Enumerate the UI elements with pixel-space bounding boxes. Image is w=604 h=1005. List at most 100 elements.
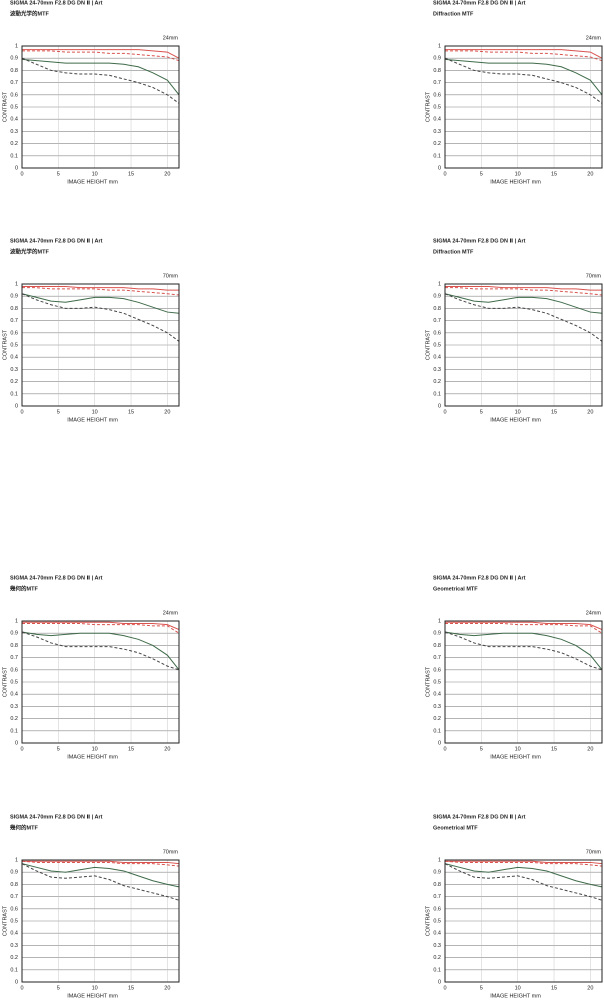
mtf-line (21, 293, 180, 314)
y-axis-label: CONTRAST (2, 666, 8, 697)
y-tick-label: 1 (438, 618, 441, 624)
chart-subtitle: 波動光学的MTF (10, 247, 49, 255)
focal-length: 70mm (163, 273, 179, 279)
x-tick-label: 20 (587, 985, 593, 991)
y-tick-label: 0.7 (433, 655, 441, 661)
focal-length: 24mm (163, 610, 179, 616)
y-tick-label: 0.9 (10, 56, 18, 62)
x-tick-label: 20 (587, 409, 593, 415)
y-tick-label: 0 (15, 979, 18, 985)
chart-title: SIGMA 24-70mm F2.8 DG DN Ⅱ | Art (10, 575, 103, 581)
y-axis-label: CONTRAST (425, 329, 431, 360)
x-tick-label: 15 (128, 409, 134, 415)
y-tick-label: 0.8 (10, 306, 18, 312)
y-tick-label: 0.4 (10, 117, 18, 123)
x-tick-label: 10 (92, 746, 98, 752)
chart-subtitle: Geometrical MTF (433, 586, 478, 592)
y-tick-label: 0.8 (10, 68, 18, 74)
y-axis-label: CONTRAST (2, 91, 8, 122)
mtf-line (21, 863, 180, 888)
y-axis-label: CONTRAST (2, 329, 8, 360)
x-tick-label: 20 (587, 171, 593, 177)
y-tick-label: 0.4 (10, 931, 18, 937)
mtf-line (444, 860, 603, 867)
y-tick-label: 0.8 (10, 882, 18, 888)
mtf-line (22, 285, 179, 291)
mtf-line (22, 50, 180, 62)
x-tick-label: 0 (20, 409, 23, 415)
y-tick-label: 0.7 (433, 318, 441, 324)
mtf-line (21, 631, 180, 671)
y-tick-label: 0.2 (10, 379, 18, 385)
y-tick-label: 0.2 (433, 716, 441, 722)
y-axis-label: CONTRAST (425, 666, 431, 697)
x-tick-label: 0 (20, 746, 23, 752)
y-tick-label: 0.8 (433, 68, 441, 74)
chart-title: SIGMA 24-70mm F2.8 DG DN Ⅱ | Art (433, 575, 526, 581)
y-tick-label: 0 (15, 403, 18, 409)
mtf-line (445, 860, 603, 865)
y-tick-label: 0.5 (10, 918, 18, 924)
chart-subtitle: 幾何的MTF (10, 584, 38, 592)
plot-frame (21, 283, 180, 407)
mtf-line (22, 49, 180, 59)
y-tick-label: 0.6 (433, 667, 441, 673)
x-tick-label: 15 (551, 409, 557, 415)
x-tick-label: 0 (20, 171, 23, 177)
mtf-line (21, 58, 180, 96)
y-tick-label: 1 (438, 43, 441, 49)
y-tick-label: 0.6 (433, 906, 441, 912)
mtf-line (21, 57, 180, 104)
chart-title: SIGMA 24-70mm F2.8 DG DN Ⅱ | Art (433, 0, 526, 6)
y-tick-label: 0 (15, 740, 18, 746)
mtf-line (445, 50, 603, 62)
x-tick-label: 5 (57, 409, 60, 415)
y-axis-label: CONTRAST (425, 91, 431, 122)
x-tick-label: 5 (480, 409, 483, 415)
y-tick-label: 1 (438, 857, 441, 863)
y-tick-label: 0.9 (10, 294, 18, 300)
x-axis-label: IMAGE HEIGHT mm (67, 993, 118, 999)
plot-frame (21, 859, 180, 983)
y-tick-label: 0.7 (10, 80, 18, 86)
plot-frame (444, 45, 603, 169)
y-tick-label: 1 (15, 43, 18, 49)
y-tick-label: 0.3 (10, 367, 18, 373)
y-tick-label: 0.3 (433, 129, 441, 135)
focal-length: 24mm (586, 35, 602, 41)
x-tick-label: 20 (164, 985, 170, 991)
y-tick-label: 0 (438, 403, 441, 409)
mtf-line (22, 622, 180, 634)
x-tick-label: 0 (443, 409, 446, 415)
plot-frame (21, 620, 180, 744)
x-tick-label: 20 (164, 171, 170, 177)
y-tick-label: 0 (438, 979, 441, 985)
x-tick-label: 20 (164, 409, 170, 415)
y-tick-label: 1 (15, 281, 18, 287)
focal-length: 70mm (586, 849, 602, 855)
y-tick-label: 0.2 (10, 955, 18, 961)
y-tick-label: 0.8 (10, 643, 18, 649)
x-tick-label: 10 (515, 746, 521, 752)
mtf-line (445, 287, 603, 296)
chart-subtitle: Diffraction MTF (433, 249, 474, 255)
x-tick-label: 0 (443, 171, 446, 177)
y-tick-label: 0.3 (433, 367, 441, 373)
y-tick-label: 0.7 (10, 894, 18, 900)
x-tick-label: 15 (551, 171, 557, 177)
plot-frame (21, 45, 180, 169)
y-tick-label: 0.4 (433, 931, 441, 937)
focal-length: 70mm (163, 849, 179, 855)
mtf-line (444, 631, 603, 671)
y-tick-label: 0 (438, 165, 441, 171)
y-tick-label: 0.6 (433, 330, 441, 336)
chart-subtitle: 波動光学的MTF (10, 9, 49, 17)
x-tick-label: 20 (587, 746, 593, 752)
y-tick-label: 1 (438, 281, 441, 287)
y-tick-label: 0.4 (433, 117, 441, 123)
mtf-line (445, 49, 603, 59)
x-tick-label: 5 (480, 985, 483, 991)
mtf-line (445, 285, 602, 291)
y-tick-label: 0.4 (433, 355, 441, 361)
